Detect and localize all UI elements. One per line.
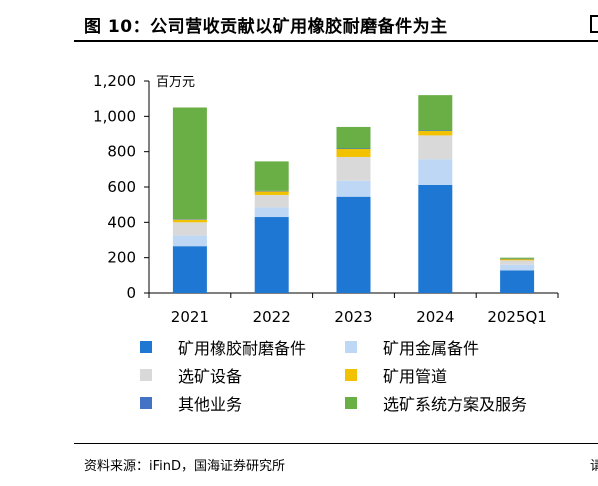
- bar-segment: [418, 130, 453, 131]
- legend-label: 其他业务: [178, 395, 243, 414]
- cropped-footer-text: 请: [590, 459, 598, 474]
- x-tick-label: 2024: [416, 308, 454, 326]
- legend-swatch: [345, 397, 357, 409]
- legend-label: 矿用橡胶耐磨备件: [178, 339, 307, 358]
- bar-segment: [172, 235, 207, 247]
- y-tick-label: 1,000: [93, 107, 136, 125]
- bar-segment: [172, 219, 207, 223]
- bar-segment: [500, 257, 535, 259]
- bar-segment: [254, 190, 289, 192]
- legend-label: 选矿系统方案及服务: [383, 395, 528, 414]
- legend-item: 矿用管道: [345, 364, 447, 386]
- source-divider: [74, 443, 598, 444]
- bar-segment: [418, 130, 453, 136]
- bar-segment: [172, 246, 207, 293]
- figure-header: 图 10：公司营收贡献以矿用橡胶耐磨备件为主: [74, 0, 598, 42]
- y-tick-label: 600: [107, 178, 136, 196]
- bar-segment: [500, 258, 535, 260]
- title-divider: [74, 40, 598, 42]
- legend-swatch: [345, 341, 357, 353]
- legend-swatch: [140, 397, 152, 409]
- legend-swatch: [140, 369, 152, 381]
- legend-label: 矿用管道: [383, 367, 448, 386]
- y-tick-label: 1,200: [93, 72, 136, 90]
- bar-segment: [254, 161, 289, 191]
- legend-swatch: [345, 369, 357, 381]
- bar-segment: [500, 270, 535, 293]
- bar-segment: [418, 184, 453, 293]
- legend-item: 其他业务: [140, 392, 242, 414]
- bar-segment: [500, 260, 535, 265]
- legend-item: 选矿设备: [140, 364, 242, 386]
- y-tick-label: 0: [126, 284, 136, 302]
- bar-segment: [172, 107, 207, 220]
- legend-item: 选矿系统方案及服务: [345, 392, 527, 414]
- bar-segment: [418, 159, 453, 185]
- legend-swatch: [140, 341, 152, 353]
- bar-segment: [172, 219, 207, 220]
- x-tick-label: 2022: [253, 308, 291, 326]
- bar-segment: [500, 258, 535, 261]
- legend-item: 矿用橡胶耐磨备件: [140, 336, 306, 358]
- bar-segment: [336, 156, 371, 181]
- x-tick-label: 2023: [334, 308, 372, 326]
- legend-label: 矿用金属备件: [383, 339, 480, 358]
- x-tick-label: 2021: [171, 308, 209, 326]
- y-tick-label: 400: [107, 213, 136, 231]
- figure-title: 图 10：公司营收贡献以矿用橡胶耐磨备件为主: [84, 17, 448, 37]
- bar-segment: [172, 222, 207, 236]
- bar-segment: [254, 217, 289, 293]
- y-unit-label: 百万元: [156, 75, 195, 90]
- y-tick-label: 800: [107, 143, 136, 161]
- bar-segment: [500, 264, 535, 271]
- cropped-edge-mark: [590, 15, 598, 33]
- y-tick-label: 200: [107, 249, 136, 267]
- source-note: 资料来源：iFinD，国海证券研究所: [84, 459, 286, 474]
- x-tick-label: 2025Q1: [487, 308, 547, 326]
- bar-segment: [254, 194, 289, 208]
- legend-label: 选矿设备: [178, 367, 243, 386]
- bar-segment: [418, 135, 453, 160]
- bar-segment: [418, 95, 453, 131]
- bar-segment: [336, 196, 371, 293]
- chart-legend: 矿用橡胶耐磨备件 矿用金属备件选矿设备 矿用管道其他业务 选矿系统方案及服务: [140, 336, 540, 428]
- bar-segment: [254, 207, 289, 218]
- legend-item: 矿用金属备件: [345, 336, 479, 358]
- bar-segment: [336, 149, 371, 157]
- bar-segment: [336, 148, 371, 150]
- bar-segment: [254, 191, 289, 195]
- bar-segment: [336, 126, 371, 149]
- bar-segment: [336, 180, 371, 197]
